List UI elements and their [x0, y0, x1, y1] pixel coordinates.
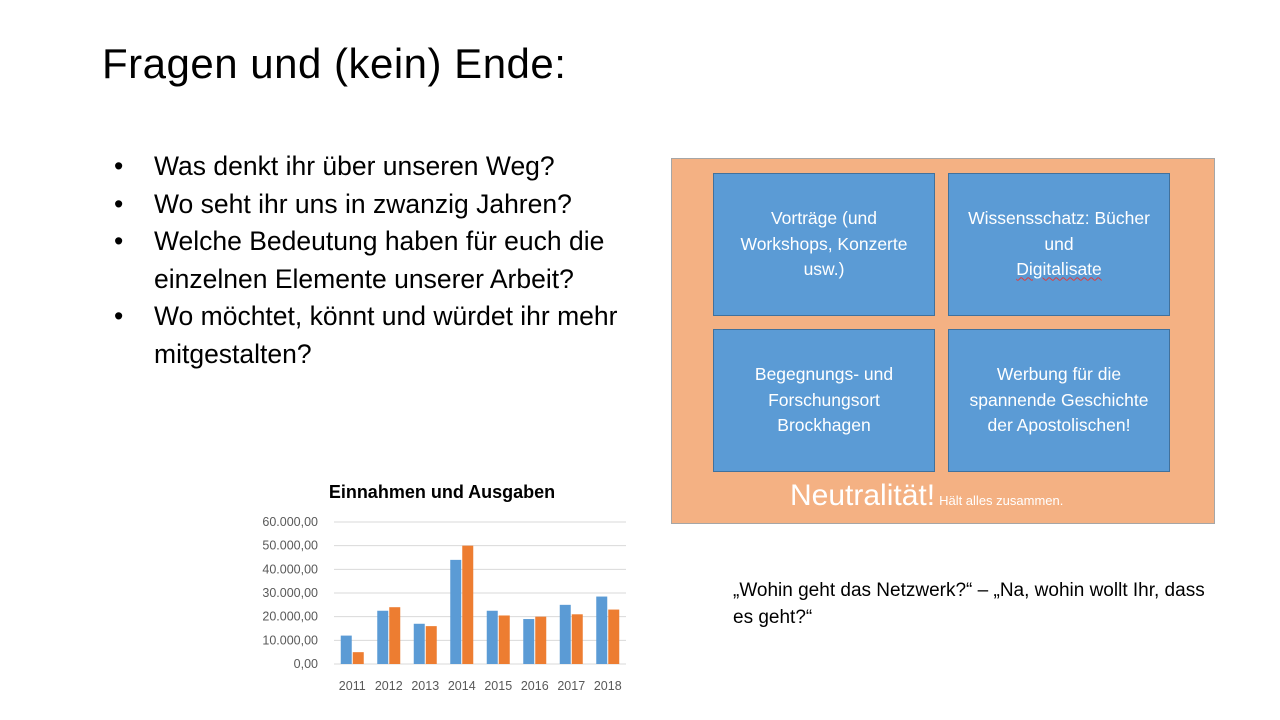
list-item: • Welche Bedeutung haben für euch die ein…: [114, 223, 674, 298]
y-tick-label: 60.000,00: [262, 515, 318, 529]
bar-2018-series-1: [596, 596, 608, 664]
tile-label-part: Wissensschatz: Bücher und: [968, 208, 1150, 254]
bar-2012-series-1: [377, 610, 389, 664]
bullet-icon: •: [114, 188, 124, 219]
bullet-text: Wo möchtet, könnt und würdet ihr mehr mi…: [154, 301, 618, 369]
bar-2017-series-1: [559, 604, 571, 664]
bar-2016-series-1: [523, 619, 535, 664]
y-tick-label: 0,00: [294, 657, 318, 671]
bar-2013-series-1: [413, 623, 425, 664]
y-tick-label: 50.000,00: [262, 539, 318, 553]
tile-label: Begegnungs- und Forschungsort Brockhagen: [754, 364, 894, 436]
bullet-text: Welche Bedeutung haben für euch die einz…: [154, 226, 605, 294]
bullet-icon: •: [114, 226, 124, 256]
y-tick-label: 30.000,00: [262, 586, 318, 600]
chart-canvas: Einnahmen und Ausgaben 0,00 10.000,00 20.00…: [262, 482, 626, 693]
spellcheck-word: Digitalisate: [1016, 259, 1102, 280]
question-list: • Was denkt ihr über unseren Weg? • Wo seh…: [114, 148, 674, 373]
list-item: • Wo möchtet, könnt und würdet ihr mehr m…: [114, 298, 674, 373]
bar-2015-series-2: [498, 615, 510, 664]
chart-title: Einnahmen und Ausgaben: [329, 482, 555, 502]
bar-2016-series-2: [535, 616, 547, 664]
x-tick-label: 2016: [521, 679, 549, 693]
tile-knowledge: Wissensschatz: Bücher und Digitalisate: [948, 173, 1170, 316]
income-expense-chart: Einnahmen und Ausgaben 0,00 10.000,00 20.00…: [240, 475, 640, 705]
x-tick-label: 2011: [339, 679, 366, 693]
list-item: • Wo seht ihr uns in zwanzig Jahren?: [114, 186, 674, 224]
slide-title: Fragen und (kein) Ende:: [102, 40, 567, 87]
x-tick-label: 2018: [594, 679, 622, 693]
bullet-text: Wo seht ihr uns in zwanzig Jahren?: [154, 188, 572, 219]
neutrality-sublabel: Hält alles zusammen.: [939, 493, 1064, 508]
tile-label: Vorträge (und Workshops, Konzerte usw.): [740, 208, 908, 280]
neutrality-caption: Neutralität! Hält alles zusammen.: [790, 479, 1063, 513]
list-item: • Was denkt ihr über unseren Weg?: [114, 148, 674, 186]
x-tick-label: 2015: [484, 679, 512, 693]
tile-label: Werbung für die spannende Geschichte der…: [969, 364, 1149, 436]
work-elements-diagram: Vorträge (und Workshops, Konzerte usw.) …: [671, 158, 1215, 524]
bar-2011-series-2: [352, 652, 364, 664]
bar-2011-series-1: [340, 635, 352, 664]
bar-2014-series-1: [450, 559, 462, 664]
bar-2017-series-2: [571, 614, 583, 664]
x-tick-label: 2013: [411, 679, 439, 693]
tile-label: Wissensschatz: Bücher und Digitalisate: [963, 206, 1155, 283]
bullet-icon: •: [114, 151, 124, 181]
bullet-icon: •: [114, 301, 124, 331]
bar-2014-series-2: [462, 545, 474, 664]
neutrality-label: Neutralität!: [790, 479, 936, 512]
x-tick-label: 2012: [375, 679, 403, 693]
tile-advertising: Werbung für die spannende Geschichte der…: [948, 329, 1170, 472]
quote-text: „Wohin geht das Netzwerk?“ – „Na, wohin …: [733, 580, 1205, 628]
y-tick-label: 10.000,00: [262, 633, 318, 647]
tile-lectures: Vorträge (und Workshops, Konzerte usw.): [713, 173, 935, 316]
x-tick-label: 2014: [448, 679, 476, 693]
y-tick-label: 20.000,00: [262, 610, 318, 624]
bar-2018-series-2: [608, 609, 620, 664]
bar-2012-series-2: [389, 607, 401, 664]
x-tick-label: 2017: [557, 679, 585, 693]
y-tick-label: 40.000,00: [262, 562, 318, 576]
bar-2015-series-1: [486, 610, 498, 664]
tile-meeting-place: Begegnungs- und Forschungsort Brockhagen: [713, 329, 935, 472]
bar-2013-series-2: [425, 626, 437, 664]
bullet-text: Was denkt ihr über unseren Weg?: [154, 151, 555, 181]
